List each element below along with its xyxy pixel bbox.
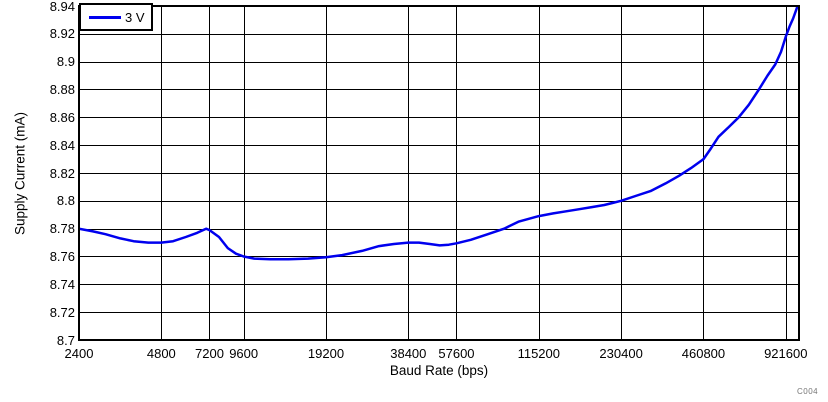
figure-code: C004 <box>797 387 819 396</box>
y-tick-label: 8.8 <box>56 193 75 209</box>
x-tick-label: 230400 <box>599 346 643 361</box>
y-tick-label: 8.9 <box>56 54 75 70</box>
series-line-3-v <box>79 6 799 261</box>
x-tick-label: 9600 <box>229 346 259 361</box>
x-tick-label: 921600 <box>764 346 808 361</box>
gridlines <box>79 6 799 341</box>
y-tick-label: 8.72 <box>49 304 75 320</box>
y-tick-label: 8.74 <box>49 276 75 292</box>
x-tick-label: 2400 <box>64 346 94 361</box>
y-tick-label: 8.82 <box>49 165 75 181</box>
y-tick-label: 8.78 <box>49 221 75 237</box>
y-tick-label: 8.94 <box>49 0 75 14</box>
y-tick-label: 8.76 <box>49 249 75 264</box>
legend-label: 3 V <box>125 9 145 25</box>
y-tick-label: 8.88 <box>49 82 75 97</box>
plot-border <box>78 5 800 341</box>
x-axis-title: Baud Rate (bps) <box>389 363 489 378</box>
x-tick-label: 460800 <box>681 346 726 361</box>
legend-line-sample <box>89 15 121 19</box>
y-tick-label: 8.7 <box>56 332 75 348</box>
x-tick-label: 115200 <box>517 346 560 361</box>
x-tick-label: 38400 <box>390 346 427 361</box>
x-tick-label: 7200 <box>195 346 224 361</box>
x-tick-label: 57600 <box>438 346 475 361</box>
x-tick-label: 4800 <box>146 346 176 361</box>
legend: 3 V <box>79 3 153 31</box>
y-tick-label: 8.86 <box>49 109 75 125</box>
y-tick-label: 8.84 <box>49 137 75 153</box>
x-tick-label: 19200 <box>307 346 345 361</box>
y-tick-label: 8.92 <box>49 26 75 42</box>
